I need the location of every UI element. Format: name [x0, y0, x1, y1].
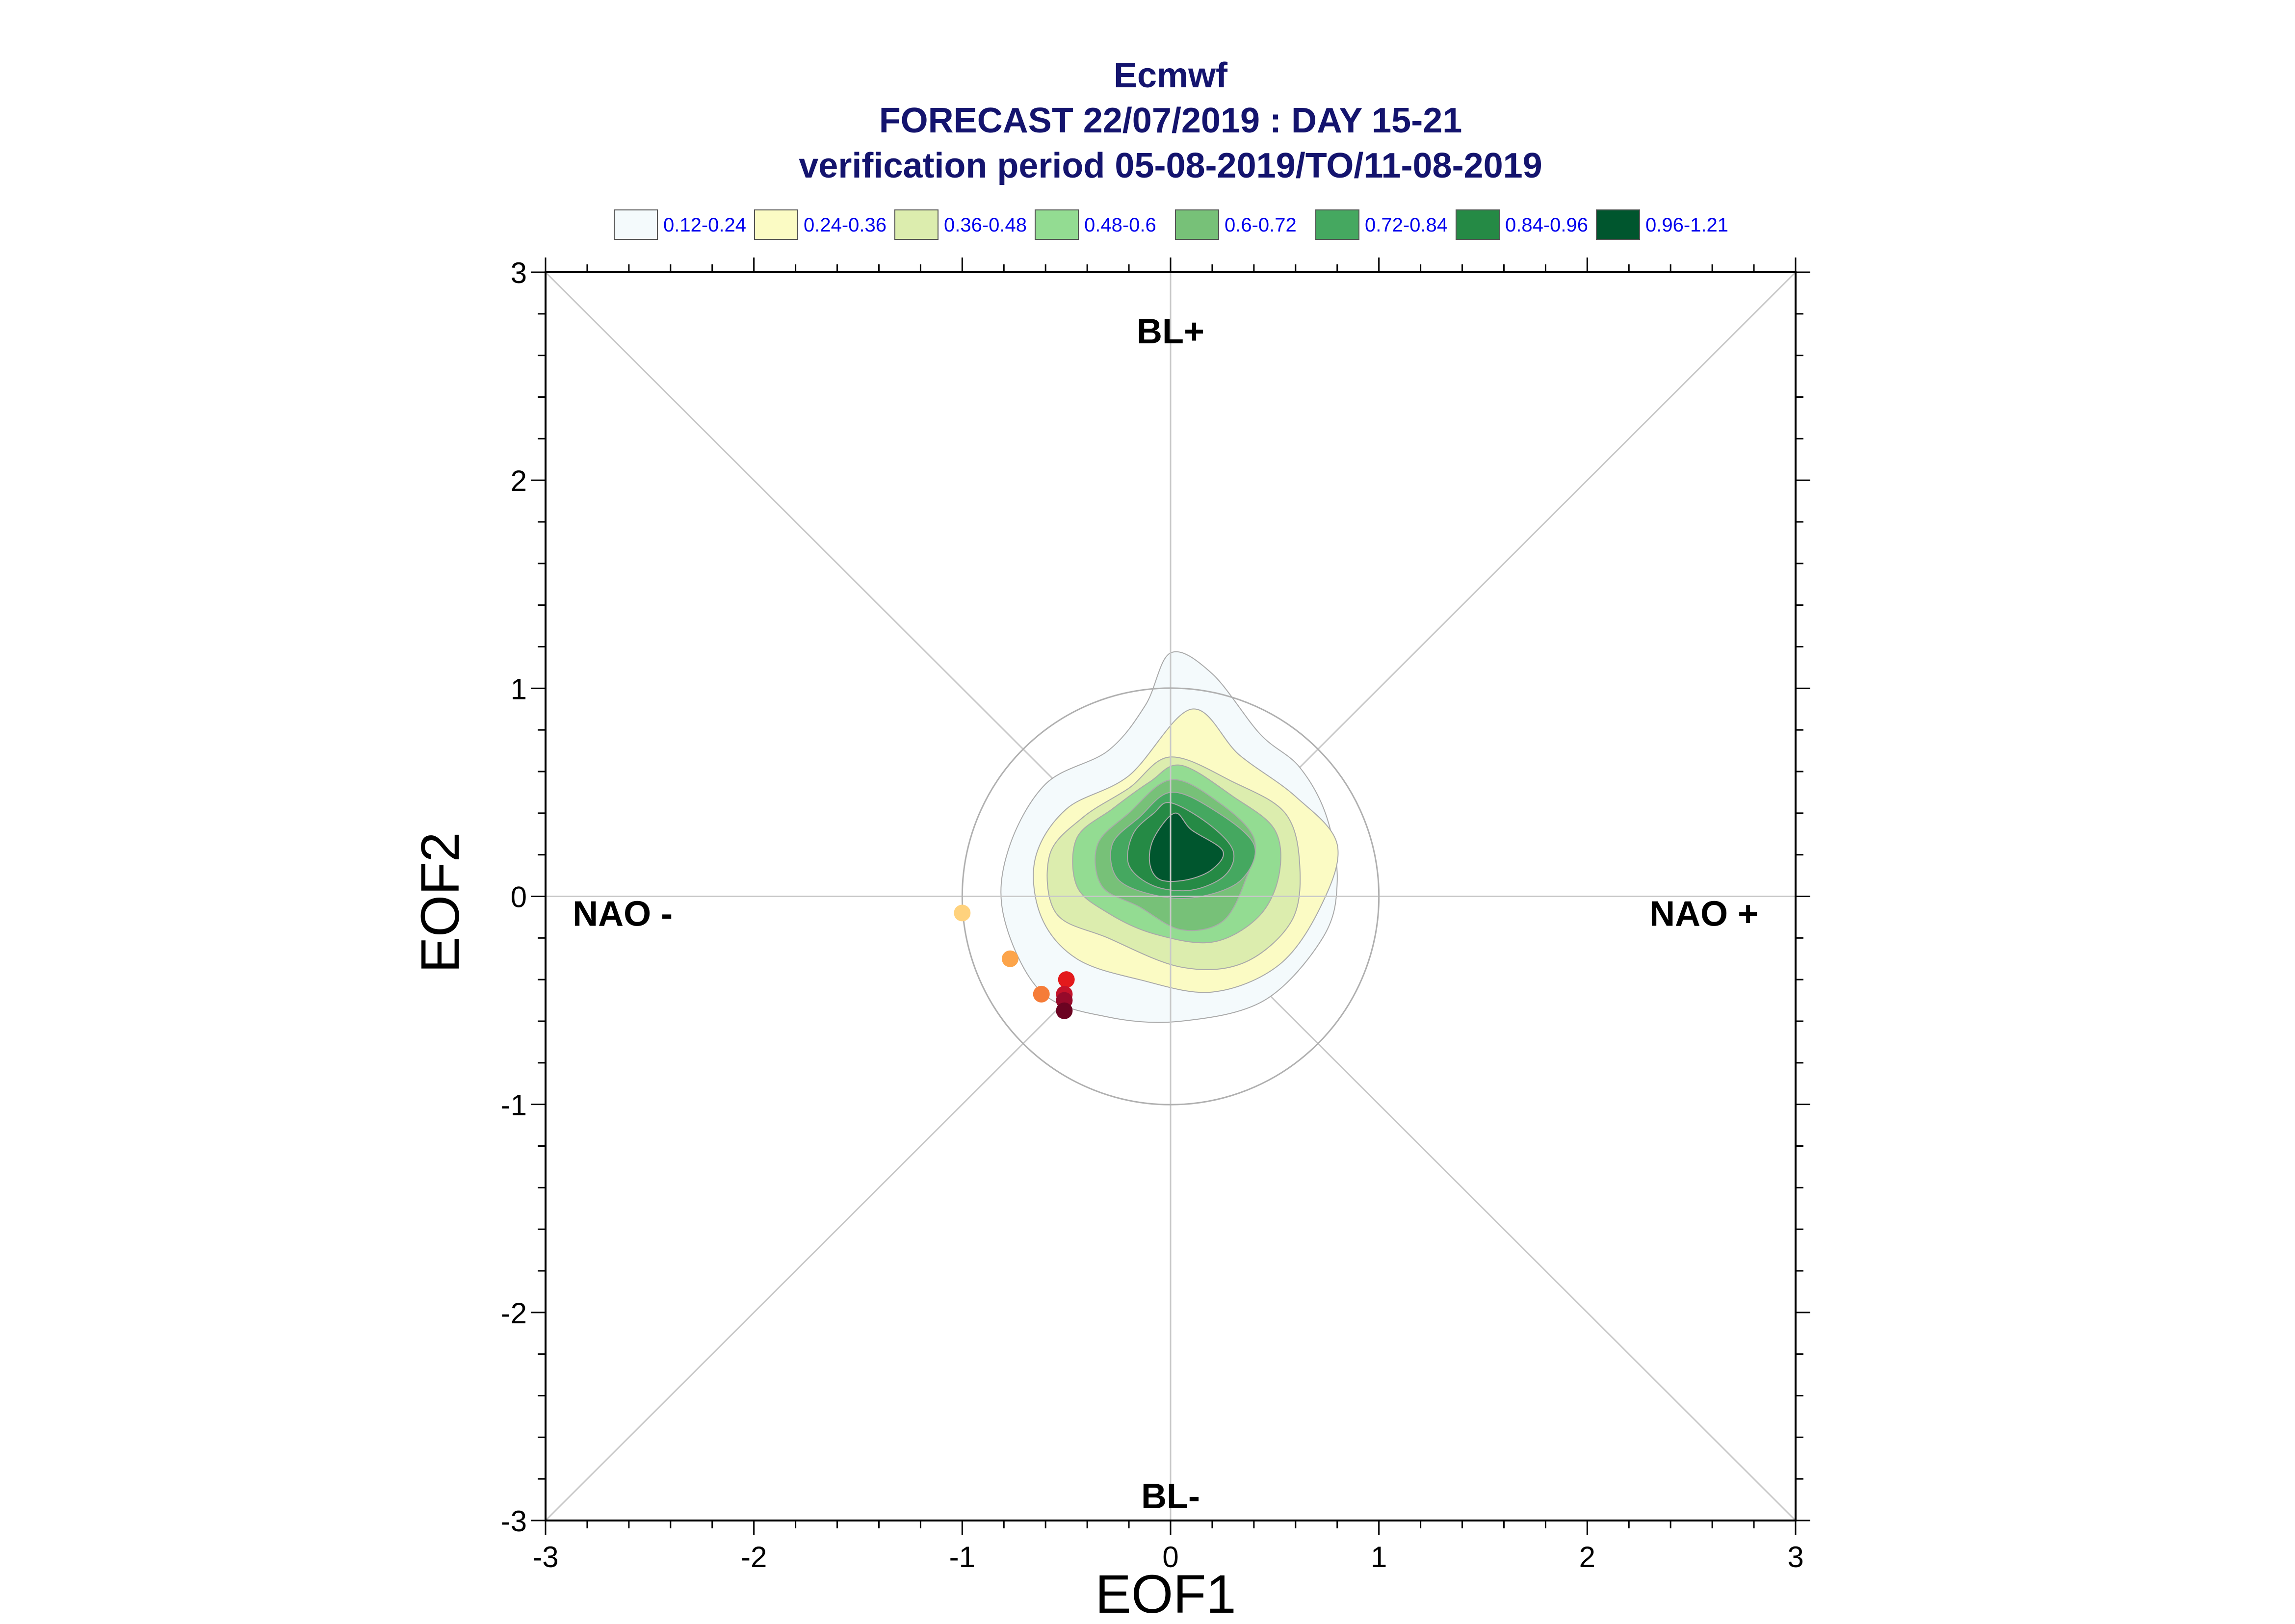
legend-label: 0.6-0.72 — [1225, 214, 1297, 236]
y-tick-label: 3 — [511, 257, 527, 289]
legend-label: 0.24-0.36 — [804, 214, 887, 236]
data-point — [1033, 985, 1050, 1003]
density-contour — [1148, 812, 1224, 882]
data-point — [954, 904, 971, 922]
y-tick-label: 1 — [511, 672, 527, 705]
y-tick-label: 2 — [511, 464, 527, 497]
legend-swatch — [754, 209, 798, 240]
data-point — [1056, 1002, 1073, 1019]
y-tick-label: 0 — [511, 881, 527, 914]
x-axis-label: EOF1 — [1095, 1564, 1236, 1624]
legend-swatch — [1175, 209, 1219, 240]
title-line: Ecmwf — [1114, 56, 1228, 95]
y-tick-label: -1 — [501, 1089, 527, 1122]
x-tick-label: -1 — [949, 1541, 975, 1573]
y-tick-label: -3 — [501, 1505, 527, 1538]
legend-label: 0.84-0.96 — [1505, 214, 1588, 236]
x-tick-label: 2 — [1579, 1541, 1595, 1573]
y-tick-label: -2 — [501, 1297, 527, 1330]
legend-swatch — [614, 209, 658, 240]
regime-label: BL+ — [1137, 312, 1204, 351]
legend-swatch — [1596, 209, 1640, 240]
legend-label: 0.48-0.6 — [1084, 214, 1156, 236]
legend-swatch — [1035, 209, 1079, 240]
data-point — [1002, 950, 1019, 967]
x-tick-label: -3 — [532, 1541, 558, 1573]
regime-label: NAO + — [1649, 894, 1758, 933]
legend-swatch — [1456, 209, 1500, 240]
legend-swatch — [894, 209, 939, 240]
legend-label: 0.12-0.24 — [663, 214, 746, 236]
legend-label: 0.72-0.84 — [1365, 214, 1448, 236]
title-line: verification period 05-08-2019/TO/11-08-… — [799, 146, 1542, 185]
data-point — [1058, 971, 1075, 988]
legend-label: 0.36-0.48 — [944, 214, 1027, 236]
plot-area: BL+ BL- NAO - NAO + -3 -2 -1 0 1 2 3 -3 -2 -1 0 1 2 3 — [501, 257, 1810, 1573]
title-line: FORECAST 22/07/2019 : DAY 15-21 — [879, 101, 1462, 140]
regime-label: NAO - — [573, 894, 673, 933]
x-tick-label: 0 — [1162, 1541, 1178, 1573]
x-tick-label: 3 — [1787, 1541, 1803, 1573]
legend-swatch — [1315, 209, 1359, 240]
x-tick-label: 1 — [1371, 1541, 1387, 1573]
regime-label: BL- — [1141, 1477, 1200, 1516]
chart-title: Ecmwf FORECAST 22/07/2019 : DAY 15-21 veri… — [799, 56, 1542, 185]
y-axis-label: EOF2 — [410, 832, 470, 973]
legend: 0.12-0.24 0.24-0.36 0.36-0.48 0.48-0.6 0.6-0… — [614, 209, 1728, 240]
reference-circle — [961, 687, 1380, 1106]
x-tick-label: -2 — [741, 1541, 767, 1573]
legend-label: 0.96-1.21 — [1645, 214, 1728, 236]
